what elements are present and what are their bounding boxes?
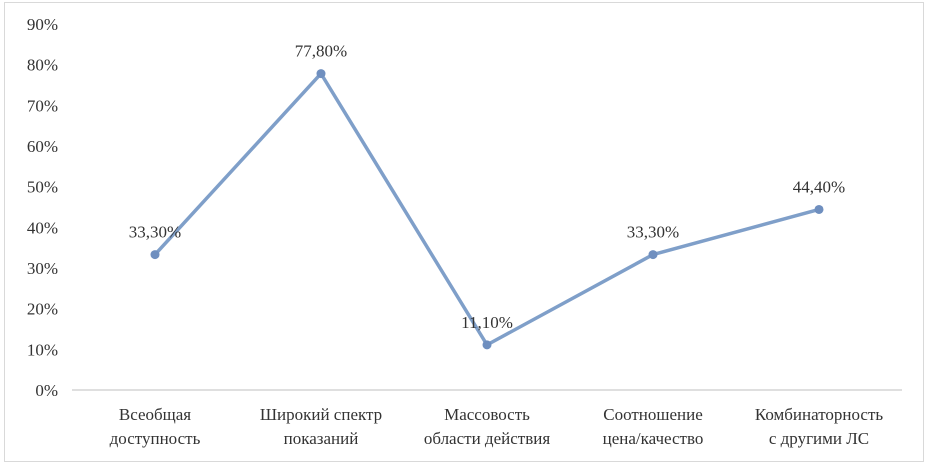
y-tick-label: 90% [27, 15, 58, 34]
y-tick-label: 50% [27, 178, 58, 197]
series-line [153, 71, 821, 347]
data-point [316, 69, 326, 79]
y-tick-label: 40% [27, 218, 58, 237]
x-category-label: Всеобщая доступность [110, 405, 201, 448]
y-tick-label: 10% [27, 340, 58, 359]
y-tick-label: 20% [27, 300, 58, 319]
data-label: 33,30% [129, 223, 181, 242]
y-tick-label: 0% [35, 381, 58, 400]
chart-frame [4, 2, 924, 462]
data-label: 77,80% [295, 42, 347, 61]
data-label: 11,10% [461, 313, 513, 332]
data-label: 44,40% [793, 177, 845, 196]
data-point [648, 250, 658, 260]
data-point [150, 250, 160, 260]
x-category-label: Массовость области действия [424, 405, 550, 448]
data-label: 33,30% [627, 223, 679, 242]
y-tick-label: 80% [27, 56, 58, 75]
x-category-label: Комбинаторность с другими ЛС [755, 405, 884, 448]
x-category-label: Широкий спектр показаний [260, 405, 382, 448]
x-category-label: Соотношение цена/качество [603, 405, 704, 448]
y-tick-label: 70% [27, 96, 58, 115]
y-tick-label: 30% [27, 259, 58, 278]
data-point [482, 340, 492, 350]
y-tick-label: 60% [27, 137, 58, 156]
data-point [814, 204, 824, 214]
